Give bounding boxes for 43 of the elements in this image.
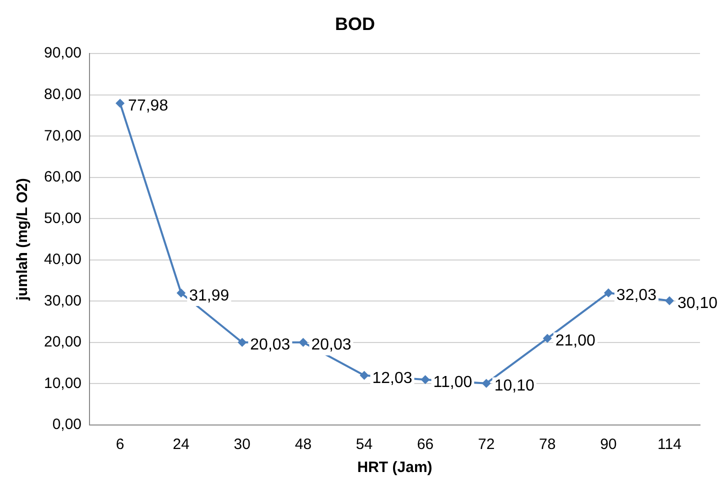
x-tick-label: 66 xyxy=(416,436,434,454)
x-tick-label: 54 xyxy=(356,436,373,454)
data-label: 31,99 xyxy=(189,287,230,304)
x-tick-label: 6 xyxy=(116,436,124,454)
point xyxy=(360,370,369,380)
x-tick-label: 90 xyxy=(600,436,617,454)
x-tick-label: 30 xyxy=(234,436,250,454)
x-tick-label: 72 xyxy=(478,436,495,454)
point xyxy=(116,98,125,108)
y-tick-label: 20,00 xyxy=(44,334,82,351)
data-label: 21,00 xyxy=(555,332,596,350)
y-tick-label: 0,00 xyxy=(52,416,82,434)
y-tick-label: 10,00 xyxy=(44,374,82,392)
chart-title: BOD xyxy=(335,14,375,34)
data-label: 32,03 xyxy=(616,287,657,304)
y-tick-label: 40,00 xyxy=(44,251,82,268)
y-tick-label: 70,00 xyxy=(44,127,82,144)
data-label: 77,98 xyxy=(128,98,168,115)
y-tick-label: 30,00 xyxy=(44,292,82,310)
y-tick-label: 90,00 xyxy=(44,44,82,62)
x-tick-label: 78 xyxy=(539,436,556,454)
x-tick-label: 24 xyxy=(172,436,190,454)
data-label: 10,10 xyxy=(494,378,534,395)
data-label: 20,03 xyxy=(250,336,290,354)
point xyxy=(542,334,552,343)
data-label: 12,03 xyxy=(372,370,412,387)
y-tick-label: 50,00 xyxy=(44,210,82,227)
point xyxy=(604,288,613,298)
data-label: 30,10 xyxy=(677,295,718,312)
point xyxy=(176,288,186,298)
point xyxy=(298,338,308,347)
point xyxy=(664,296,674,306)
point xyxy=(420,375,430,384)
x-axis-title: HRT (Jam) xyxy=(357,459,432,476)
point xyxy=(238,338,247,347)
x-tick-label: 114 xyxy=(658,436,682,454)
y-tick-label: 80,00 xyxy=(44,86,82,104)
point xyxy=(482,378,491,388)
data-label: 11,00 xyxy=(433,374,472,392)
y-axis-title: jumlah (mg/L O2) xyxy=(14,178,32,302)
y-tick-label: 60,00 xyxy=(44,168,82,186)
x-tick-label: 48 xyxy=(294,436,312,454)
data-label: 20,03 xyxy=(311,336,352,354)
